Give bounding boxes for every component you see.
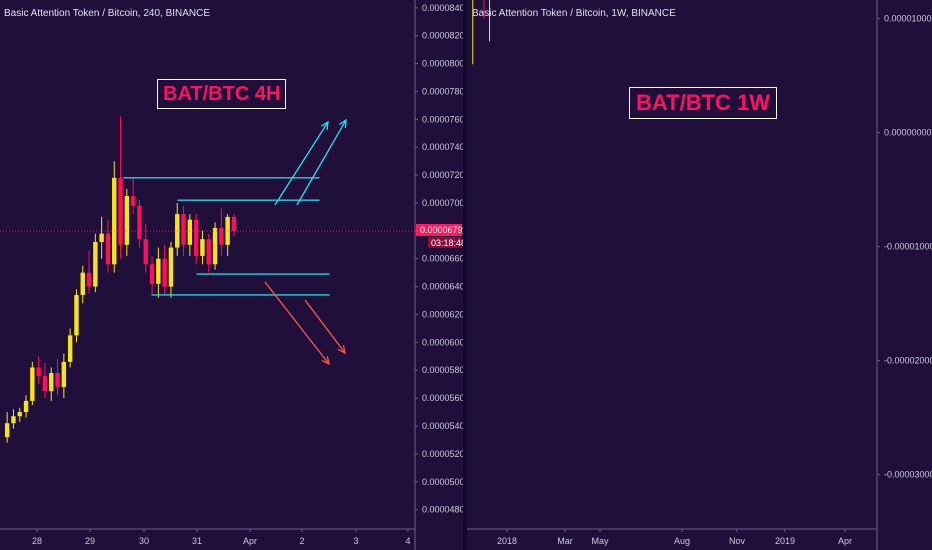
candle-body[interactable] [23, 400, 29, 413]
candle-body[interactable] [212, 228, 218, 265]
countdown-label: 03:18:48 [431, 238, 466, 248]
candle-body[interactable] [67, 335, 73, 362]
trend-arrow-down[interactable] [304, 299, 346, 354]
x-tick-label: 30 [139, 536, 149, 546]
price-tag [416, 223, 462, 236]
x-tick-label: 2018 [497, 536, 517, 546]
chart-4h-canvas[interactable]: 0.00008400 0.00008200 0.00008000 0.00007800… [0, 0, 470, 550]
panel-divider[interactable] [463, 0, 467, 550]
candle-body[interactable] [231, 216, 237, 231]
timeframe-annotation: BAT/BTC 4H [157, 79, 287, 109]
y-tick-label: 0.00001000 [884, 14, 932, 24]
candle-body[interactable] [118, 177, 123, 245]
y-tick-label: 0.00006000 [422, 337, 470, 347]
candle-body[interactable] [49, 373, 54, 392]
x-tick-label: 3 [353, 536, 358, 546]
candle-body[interactable] [156, 258, 161, 284]
price-tag-label: 0.00006799 [420, 225, 468, 235]
candle-body[interactable] [219, 228, 224, 245]
candle-body[interactable] [99, 233, 104, 242]
candle-body[interactable] [36, 367, 41, 376]
chart-title: Basic Attention Token / Bitcoin, 1W, BIN… [472, 8, 676, 19]
y-tick-label: 0.00008200 [422, 31, 470, 41]
y-tick-label: 0.00006200 [422, 309, 470, 319]
x-tick-label: 28 [32, 536, 42, 546]
y-tick-label: 0.00007600 [422, 114, 470, 124]
x-tick-label: 29 [85, 536, 95, 546]
candle-body[interactable] [124, 195, 130, 245]
candle-body[interactable] [143, 239, 148, 265]
x-tick-label: 31 [192, 536, 202, 546]
candle-body[interactable] [112, 177, 117, 265]
trend-arrow-up[interactable] [274, 121, 329, 206]
candle-body[interactable] [42, 375, 48, 392]
x-tick-label: Apr [838, 536, 852, 546]
candle-body[interactable] [30, 367, 35, 401]
candle-body[interactable] [181, 214, 186, 245]
chart-1w-canvas[interactable]: 0.000110000.000100000.000090000.00008000… [467, 0, 932, 550]
y-tick-label: 0.00007800 [422, 86, 470, 96]
timeframe-annotation: BAT/BTC 1W [629, 87, 778, 119]
candle-body[interactable] [200, 239, 205, 256]
y-tick-label: 0.00005200 [422, 449, 470, 459]
y-tick-label: 0.00008000 [422, 59, 470, 69]
y-tick-label: 0.00005400 [422, 421, 470, 431]
arrow-head [337, 345, 346, 355]
candle-body[interactable] [193, 219, 199, 256]
trend-arrow-down[interactable] [264, 281, 330, 365]
arrow-head [339, 118, 347, 129]
y-tick-label: 0.00006600 [422, 254, 470, 264]
x-tick-label: 4 [405, 536, 410, 546]
y-tick-label: 0.00007200 [422, 170, 470, 180]
y-tick-label: 0.00006400 [422, 282, 470, 292]
candle-body[interactable] [206, 239, 211, 265]
y-tick-label: 0.00007400 [422, 142, 470, 152]
trend-arrow-up[interactable] [296, 119, 347, 206]
y-tick-label: 0.00004800 [422, 505, 470, 515]
candle-body[interactable] [74, 294, 79, 336]
chart-panel-1w[interactable]: Basic Attention Token / Bitcoin, 1W, BIN… [467, 0, 932, 550]
candle-body[interactable] [168, 247, 174, 287]
y-tick-label: 0.00000000 [884, 128, 932, 138]
candle-body[interactable] [86, 272, 92, 287]
chart-panel-4h[interactable]: Basic Attention Token / Bitcoin, 240, BI… [0, 0, 470, 550]
y-tick-label: 0.00008400 [422, 3, 470, 13]
candle-body[interactable] [11, 416, 16, 424]
x-tick-label: Nov [729, 536, 746, 546]
y-tick-label: -0.00003000 [884, 470, 932, 480]
y-tick-label: 0.00007000 [422, 198, 470, 208]
x-tick-label: Mar [557, 536, 573, 546]
arrow-head [321, 356, 330, 366]
arrow-head [320, 120, 329, 131]
y-tick-label: 0.00005800 [422, 365, 470, 375]
candle-body[interactable] [187, 219, 193, 245]
x-tick-label: 2019 [775, 536, 795, 546]
x-tick-label: Apr [243, 536, 257, 546]
countdown-tag [428, 236, 462, 248]
candle-body[interactable] [80, 272, 85, 295]
x-tick-label: May [591, 536, 609, 546]
candle-body[interactable] [55, 373, 60, 387]
y-tick-label: 0.00005600 [422, 393, 470, 403]
candle-body[interactable] [93, 241, 98, 287]
x-tick-label: 2 [299, 536, 304, 546]
y-tick-label: 0.00005000 [422, 477, 470, 487]
candle-body[interactable] [149, 264, 155, 284]
candle-body[interactable] [4, 423, 10, 438]
candle-body[interactable] [130, 195, 136, 206]
candle-body[interactable] [17, 412, 22, 417]
y-tick-label: -0.00002000 [884, 356, 932, 366]
candle-body[interactable] [137, 205, 142, 240]
y-tick-label: -0.00001000 [884, 242, 932, 252]
candle-body[interactable] [162, 258, 167, 287]
candle-body[interactable] [61, 361, 67, 387]
chart-title: Basic Attention Token / Bitcoin, 240, BI… [4, 8, 211, 19]
candle-body[interactable] [225, 216, 230, 245]
x-tick-label: Aug [674, 536, 690, 546]
candle-body[interactable] [105, 233, 111, 265]
